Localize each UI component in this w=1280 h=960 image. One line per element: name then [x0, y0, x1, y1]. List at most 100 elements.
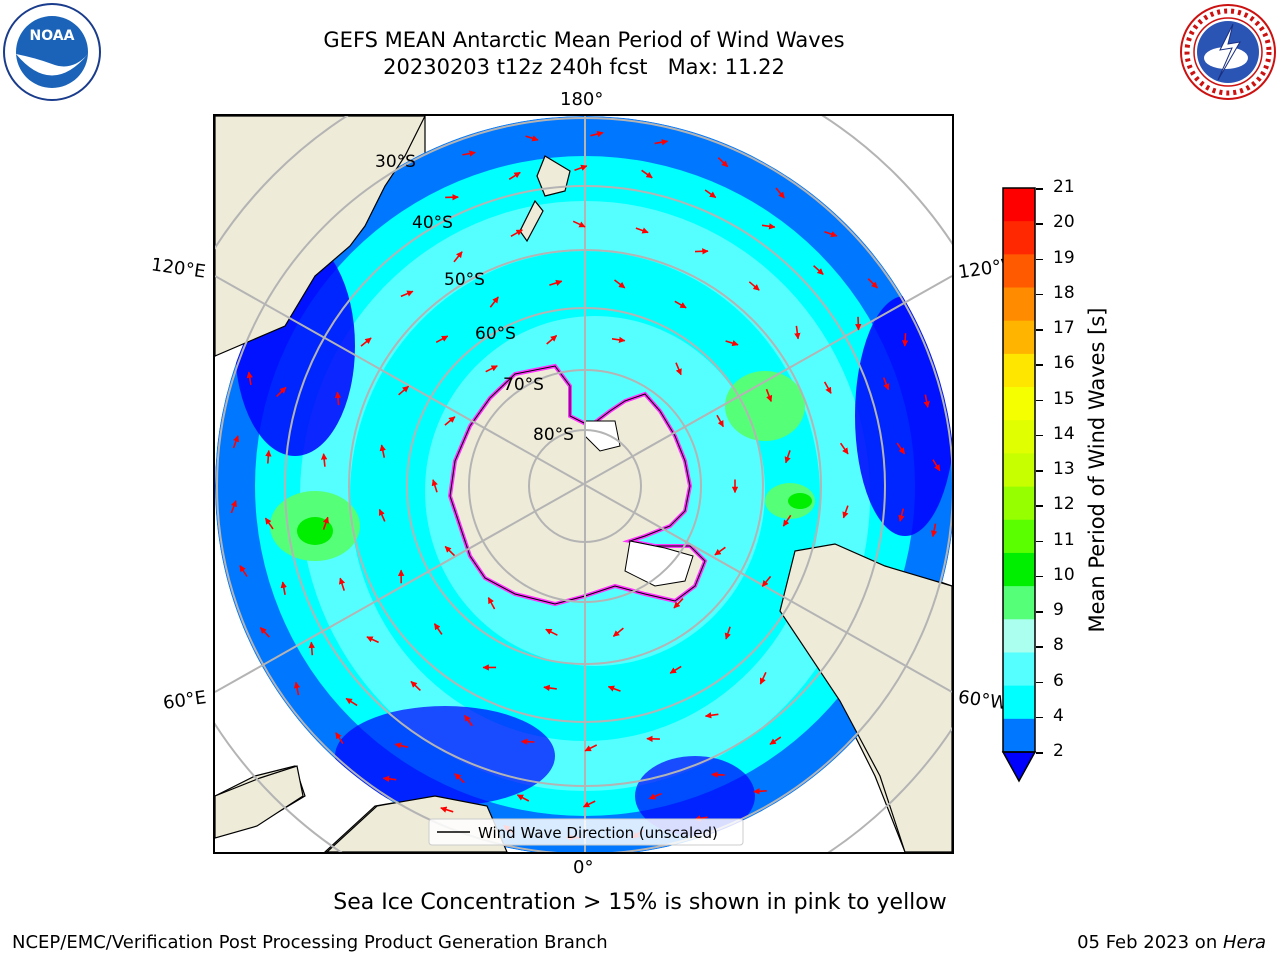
- wind-wave-arrow: [280, 581, 287, 595]
- wind-wave-arrow: [823, 381, 832, 394]
- colorbar-tick-mark: [1036, 293, 1043, 296]
- colorbar-tick-mark: [1036, 716, 1043, 719]
- wind-wave-arrow: [855, 316, 862, 331]
- colorbar-label: Mean Period of Wind Waves [s]: [1085, 307, 1109, 633]
- colorbar-bin: [1003, 685, 1035, 720]
- wind-wave-arrow: [431, 479, 438, 493]
- lat-label-70s: 70°S: [503, 375, 544, 395]
- map-frame: Wind Wave Direction (unscaled): [213, 114, 955, 856]
- wind-wave-arrow: [516, 794, 530, 802]
- colorbar-bin: [1003, 718, 1035, 753]
- colorbar-tick-label: 20: [1053, 212, 1075, 233]
- wind-wave-arrow: [230, 500, 237, 514]
- wind-wave-arrow: [308, 641, 315, 656]
- graticule: [215, 116, 952, 852]
- wind-wave-arrow: [433, 623, 443, 635]
- wind-wave-arrow: [232, 435, 240, 449]
- map-title: GEFS MEAN Antarctic Mean Period of Wind …: [323, 28, 845, 52]
- colorbar-tick-label: 19: [1053, 247, 1075, 268]
- footer-branch: NCEP/EMC/Verification Post Processing Pr…: [12, 932, 608, 953]
- lon-label-180: 180°: [560, 89, 604, 110]
- colorbar-tick-label: 16: [1053, 353, 1075, 374]
- wind-wave-arrow: [759, 671, 767, 685]
- colorbar-tick-mark: [1036, 505, 1043, 507]
- colorbar-tick-label: 18: [1053, 282, 1075, 303]
- noaa-logo: NOAA: [3, 3, 101, 101]
- wind-wave-arrow: [923, 394, 930, 408]
- sea-ice-note: Sea Ice Concentration > 15% is shown in …: [333, 890, 947, 915]
- wind-wave-arrow: [394, 742, 409, 749]
- colorbar-tick-label: 15: [1053, 388, 1075, 409]
- colorbar-bin: [1003, 353, 1035, 388]
- wind-wave-arrow: [704, 189, 717, 199]
- wind-wave-arrow: [932, 459, 941, 472]
- wind-wave-arrow: [487, 597, 496, 610]
- wind-wave-arrow: [896, 442, 906, 455]
- wind-wave-arrow: [398, 385, 410, 396]
- wind-wave-arrow: [572, 220, 586, 228]
- lon-label-60e: 60°E: [161, 687, 208, 714]
- lat-label-80s: 80°S: [533, 425, 574, 445]
- colorbar-tick-mark: [1036, 188, 1043, 190]
- colorbar-tick-mark: [1036, 575, 1043, 578]
- colorbar-tick-label: 4: [1053, 705, 1064, 726]
- wind-wave-arrow: [382, 775, 397, 783]
- wind-wave-arrow: [508, 171, 521, 180]
- wind-wave-arrow: [322, 516, 329, 530]
- lon-label-0: 0°: [573, 857, 594, 878]
- wind-wave-arrow: [784, 450, 791, 464]
- colorbar-outline: [1002, 187, 1036, 753]
- colorbar-bin: [1003, 420, 1035, 454]
- wind-wave-arrow: [454, 773, 465, 784]
- wind-wave-arrow: [590, 130, 604, 138]
- wind-wave-arrow: [839, 442, 849, 455]
- wind-wave-arrow: [882, 377, 890, 391]
- wind-wave-arrow: [520, 738, 535, 745]
- wind-wave-arrow: [334, 391, 342, 406]
- wind-wave-arrow: [753, 788, 767, 795]
- wind-wave-arrow: [584, 744, 598, 752]
- colorbar-bins: [1003, 188, 1035, 753]
- colorbar: [1001, 187, 1037, 783]
- wind-wave-arrow: [338, 577, 346, 591]
- wind-wave-arrow: [246, 371, 253, 386]
- colorbar-tick-mark: [1036, 434, 1043, 437]
- wind-wave-arrow: [345, 697, 358, 707]
- colorbar-bin: [1003, 486, 1035, 521]
- lon-label-120e: 120°E: [149, 254, 207, 283]
- footer-date: 05 Feb 2023 on: [1077, 932, 1223, 953]
- lat-label-30s: 30°S: [375, 152, 416, 172]
- colorbar-tick-mark: [1036, 223, 1043, 225]
- wind-wave-arrow: [464, 714, 473, 727]
- colorbar-tick-mark: [1036, 646, 1043, 648]
- wind-wave-arrow: [453, 251, 463, 263]
- wind-wave-arrow: [612, 627, 624, 638]
- nws-logo: [1180, 4, 1276, 100]
- wind-wave-arrow: [335, 732, 344, 745]
- colorbar-tick-mark: [1036, 364, 1043, 366]
- wind-wave-arrow: [545, 628, 558, 636]
- wind-wave-arrow: [648, 792, 662, 800]
- colorbar-tick-mark: [1036, 611, 1043, 613]
- colorbar-bin: [1003, 619, 1035, 653]
- wind-wave-arrow: [842, 505, 849, 519]
- colorbar-bin: [1003, 221, 1035, 255]
- wind-wave-arrow: [611, 336, 626, 344]
- colorbar-tick-label: 12: [1053, 494, 1075, 515]
- wind-wave-arrow: [794, 325, 801, 340]
- wind-wave-arrow: [265, 449, 272, 464]
- lat-label-50s: 50°S: [444, 270, 485, 290]
- wind-wave-arrow: [378, 508, 386, 522]
- colorbar-tick-mark: [1036, 470, 1043, 472]
- colorbar-tick-mark: [1036, 540, 1043, 542]
- wind-wave-arrow: [714, 546, 726, 556]
- colorbar-tick-label: 10: [1053, 564, 1075, 585]
- colorbar-bin: [1003, 320, 1035, 355]
- colorbar-tick-label: 2: [1053, 741, 1064, 761]
- wind-wave-arrow: [669, 665, 682, 674]
- colorbar-tick-mark: [1036, 752, 1043, 754]
- colorbar-bin: [1003, 519, 1035, 554]
- wind-wave-arrow: [444, 545, 456, 557]
- wind-wave-arrow: [674, 300, 687, 309]
- colorbar-tick-label: 11: [1053, 529, 1075, 550]
